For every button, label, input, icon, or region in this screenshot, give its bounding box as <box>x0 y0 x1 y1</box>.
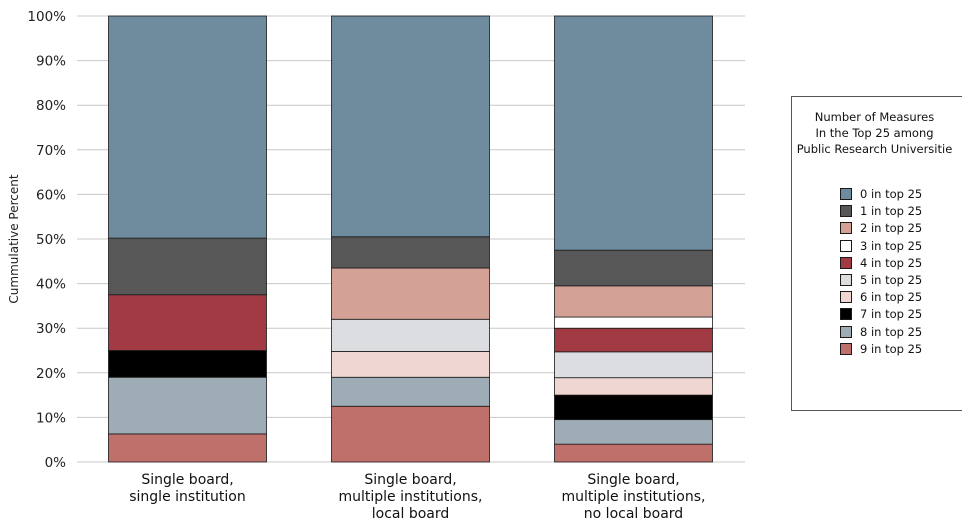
y-tick-label: 90% <box>36 54 66 70</box>
legend-label: 8 in top 25 <box>860 324 923 339</box>
stacked-bar-chart: 0% 10% 20% 30% 40% 50% 60% 70% 80% 90% 100% Cummula… <box>7 9 745 522</box>
bar-segment-4-in-top-25 <box>554 327 713 353</box>
bar-segment-8-in-top-25 <box>331 376 490 407</box>
x-category-label: Single board, <box>364 472 456 488</box>
legend-title: Number of Measures In the Top 25 among P… <box>796 110 953 156</box>
y-tick-label: 10% <box>36 410 66 426</box>
bar-segment-6-in-top-25 <box>554 377 713 396</box>
legend-swatch <box>840 188 852 200</box>
bar-segment-8-in-top-25 <box>108 376 267 435</box>
x-category-label: Single board, <box>141 472 233 488</box>
legend-label: 9 in top 25 <box>860 341 923 356</box>
y-tick-label: 30% <box>36 321 66 337</box>
legend-swatch <box>840 291 852 304</box>
y-tick-label: 60% <box>36 187 66 203</box>
legend-item: 6 in top 25 <box>840 289 922 305</box>
legend-label: 1 in top 25 <box>860 204 923 219</box>
bar-segment-1-in-top-25 <box>554 249 713 287</box>
legend-item: 7 in top 25 <box>840 306 922 322</box>
legend-label: 5 in top 25 <box>860 273 923 287</box>
bar-segment-0-in-top-25 <box>554 15 713 251</box>
y-tick-label: 70% <box>36 143 66 159</box>
bar-segment-5-in-top-25 <box>554 351 713 379</box>
y-tick-label: 0% <box>45 455 67 471</box>
legend-item: 2 in top 25 <box>840 220 922 236</box>
x-category-label: no local board <box>584 506 683 522</box>
y-tick-label: 100% <box>27 9 66 25</box>
legend-swatch <box>840 222 852 235</box>
y-tick-label: 40% <box>36 277 66 293</box>
bar-segment-3-in-top-25 <box>554 316 713 329</box>
legend-swatch <box>840 308 852 321</box>
legend-item: 8 in top 25 <box>840 324 922 340</box>
legend-item: 0 in top 25 <box>840 186 922 202</box>
legend-item: 9 in top 25 <box>840 341 922 357</box>
legend-swatch <box>840 256 852 269</box>
bar-segment-5-in-top-25 <box>331 318 490 352</box>
x-category-label: Single board, <box>587 472 679 488</box>
legend-swatch <box>840 239 852 252</box>
x-category-label: multiple institutions, <box>562 489 706 505</box>
bar-segment-7-in-top-25 <box>108 350 267 378</box>
x-category-label: single institution <box>129 489 246 505</box>
legend-swatch <box>840 205 852 218</box>
bar-segment-2-in-top-25 <box>331 267 490 320</box>
legend-label: 6 in top 25 <box>860 290 923 305</box>
bar-segment-4-in-top-25 <box>108 294 267 351</box>
x-category-label: multiple institutions, <box>339 489 483 505</box>
bar-segment-0-in-top-25 <box>331 15 490 238</box>
legend-item: 5 in top 25 <box>840 272 922 288</box>
bar-segment-7-in-top-25 <box>554 394 713 421</box>
legend-item: 3 in top 25 <box>840 238 922 254</box>
legend-swatch <box>840 342 852 355</box>
bar-segment-0-in-top-25 <box>108 15 267 239</box>
x-category-label: local board <box>372 506 450 522</box>
bar-segment-1-in-top-25 <box>108 237 267 296</box>
legend-label: 2 in top 25 <box>860 221 923 236</box>
legend-item: 4 in top 25 <box>840 255 922 271</box>
bar-segment-6-in-top-25 <box>331 350 490 378</box>
legend-swatch <box>840 274 852 286</box>
y-tick-label: 20% <box>36 366 66 382</box>
y-axis-label: Cummulative Percent <box>7 174 21 303</box>
y-tick-label: 50% <box>36 232 66 248</box>
legend-label: 3 in top 25 <box>860 238 923 253</box>
bar-segment-1-in-top-25 <box>331 236 490 269</box>
bar-segment-9-in-top-25 <box>331 405 490 463</box>
bar-segment-8-in-top-25 <box>554 419 713 445</box>
bar-segment-9-in-top-25 <box>554 443 713 463</box>
legend: Number of Measures In the Top 25 among P… <box>791 96 962 411</box>
y-tick-label: 80% <box>36 98 66 114</box>
legend-label: 0 in top 25 <box>860 187 923 201</box>
legend-swatch <box>840 325 852 338</box>
bar-segment-9-in-top-25 <box>108 433 267 463</box>
legend-label: 4 in top 25 <box>860 255 923 270</box>
legend-label: 7 in top 25 <box>860 307 923 322</box>
legend-item: 1 in top 25 <box>840 203 922 219</box>
bar-segment-2-in-top-25 <box>554 285 713 318</box>
